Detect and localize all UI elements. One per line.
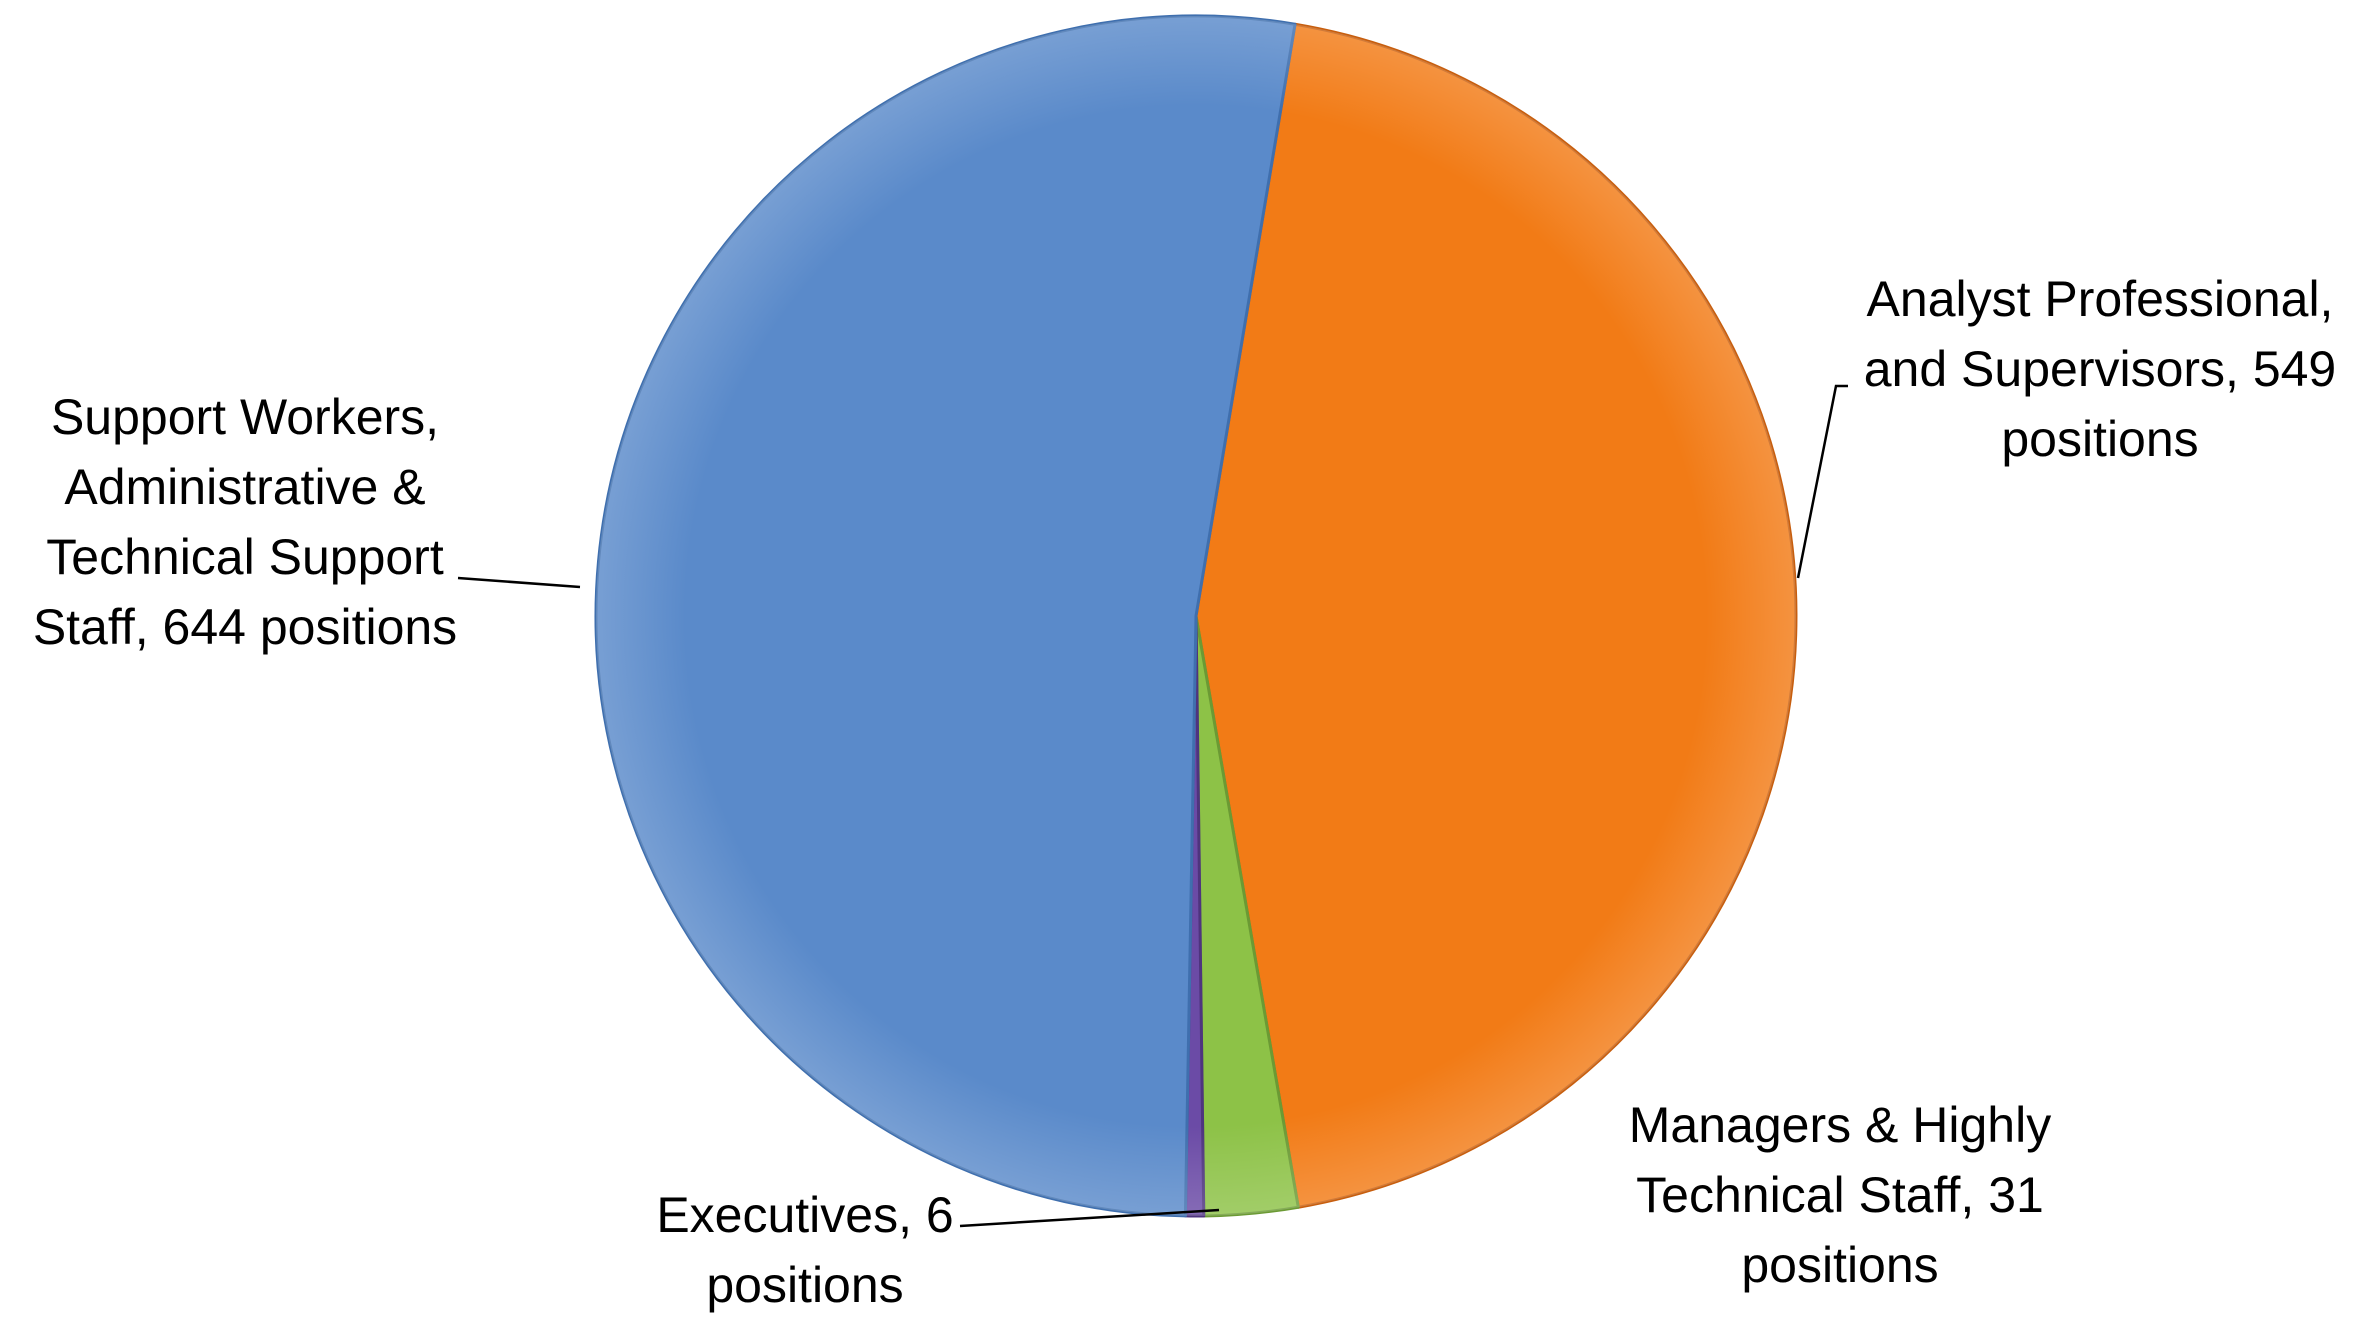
data-label-line: positions [1741, 1237, 1939, 1293]
leader-line-support [457, 576, 581, 589]
data-label-line: Executives, 6 [656, 1187, 954, 1243]
data-label-line: Administrative & [64, 459, 426, 515]
data-label-line: Staff, 644 positions [32, 599, 458, 655]
data-label-line: positions [2001, 411, 2199, 467]
data-label-line: Support Workers, [50, 389, 440, 445]
data-label-line: Analyst Professional, [1866, 271, 2334, 327]
leader-lines [457, 384, 1848, 1228]
leader-line-analyst [1796, 384, 1848, 579]
data-label-executives: Executives, 6 positions [640, 1180, 970, 1320]
data-label-line: and Supervisors, 549 [1863, 341, 2337, 397]
pie-rim-highlight [596, 16, 1796, 1216]
data-label-analyst-professional: Analyst Professional, and Supervisors, 5… [1840, 264, 2360, 474]
leader-line-executives [959, 1208, 1220, 1228]
data-label-managers: Managers & Highly Technical Staff, 31 po… [1590, 1090, 2090, 1300]
data-label-line: positions [706, 1257, 904, 1313]
data-label-support-workers: Support Workers, Administrative & Techni… [10, 382, 480, 662]
data-label-line: Technical Support [46, 529, 444, 585]
data-label-line: Technical Staff, 31 [1636, 1167, 2044, 1223]
data-label-line: Managers & Highly [1628, 1097, 2052, 1153]
